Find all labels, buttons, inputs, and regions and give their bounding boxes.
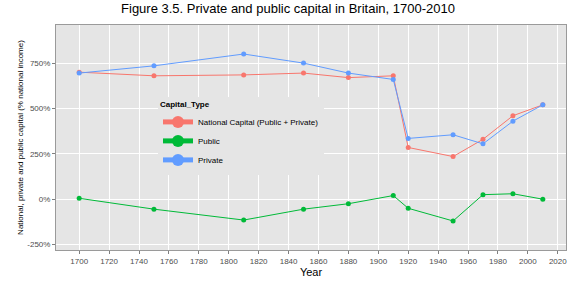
svg-text:National Capital (Public + Pri: National Capital (Public + Private) xyxy=(198,118,318,127)
svg-text:1720: 1720 xyxy=(100,257,118,266)
svg-text:1920: 1920 xyxy=(399,257,417,266)
svg-text:1940: 1940 xyxy=(429,257,447,266)
svg-text:1700: 1700 xyxy=(70,257,88,266)
svg-text:1760: 1760 xyxy=(160,257,178,266)
svg-text:1800: 1800 xyxy=(220,257,238,266)
svg-text:1960: 1960 xyxy=(459,257,477,266)
svg-text:1860: 1860 xyxy=(310,257,328,266)
svg-text:0%: 0% xyxy=(39,195,51,204)
svg-text:Private: Private xyxy=(198,156,223,165)
svg-text:Public: Public xyxy=(198,137,220,146)
svg-text:1820: 1820 xyxy=(250,257,268,266)
svg-text:1980: 1980 xyxy=(489,257,507,266)
svg-text:1780: 1780 xyxy=(190,257,208,266)
svg-text:500%: 500% xyxy=(30,104,50,113)
svg-text:750%: 750% xyxy=(30,59,50,68)
svg-text:1900: 1900 xyxy=(369,257,387,266)
svg-text:2000: 2000 xyxy=(519,257,537,266)
svg-text:250%: 250% xyxy=(30,150,50,159)
svg-text:National, private and public c: National, private and public capital (% … xyxy=(16,40,25,235)
svg-text:Year: Year xyxy=(300,266,323,278)
svg-text:1740: 1740 xyxy=(130,257,148,266)
svg-text:Capital_Type: Capital_Type xyxy=(160,100,210,109)
svg-text:-250%: -250% xyxy=(27,240,50,249)
svg-text:1840: 1840 xyxy=(280,257,298,266)
svg-text:1880: 1880 xyxy=(339,257,357,266)
svg-text:Figure 3.5. Private and public: Figure 3.5. Private and public capital i… xyxy=(121,1,455,16)
svg-text:2020: 2020 xyxy=(549,257,567,266)
